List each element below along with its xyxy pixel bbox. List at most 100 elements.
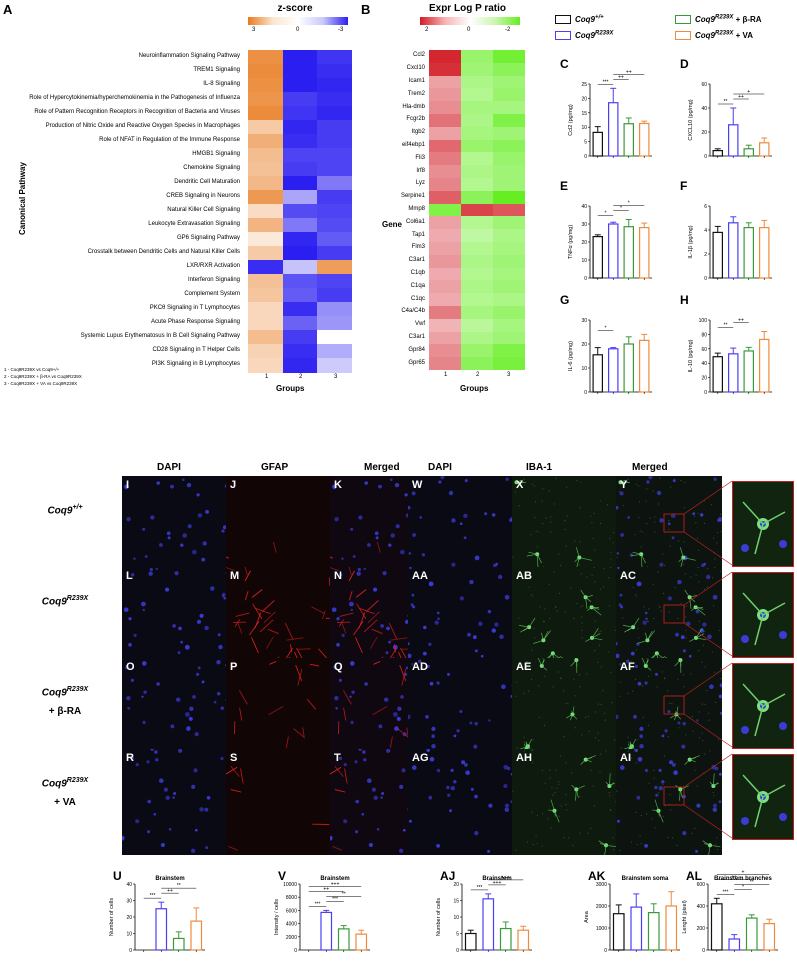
micro-dapi-image: R xyxy=(122,749,228,855)
sig-label: *** xyxy=(332,896,338,902)
bar xyxy=(712,149,724,157)
sig-label: ++ xyxy=(323,886,329,892)
bar xyxy=(592,236,603,279)
chart-title: Brainstem xyxy=(320,876,349,882)
y-tick-label: 0 xyxy=(704,276,707,282)
row-label-genotype: Coq9R239X + β-RA xyxy=(41,686,89,718)
heatmap-b-cell xyxy=(493,293,525,307)
bar xyxy=(607,223,619,279)
heatmap-b-cell xyxy=(461,101,493,115)
sig-label: * xyxy=(620,206,622,212)
y-tick-label: 0 xyxy=(456,948,459,954)
heatmap-a-cell xyxy=(282,190,318,205)
zscore-tick-pos: 3 xyxy=(252,27,256,33)
bar-chart-u: U Brainstem 0 10 20 30 40 Number of cells *** ++ *… xyxy=(109,869,205,954)
heatmap-a-cell xyxy=(282,302,318,317)
gene-label: Mmp8 xyxy=(408,206,425,212)
micro-panel-letter: L xyxy=(126,570,133,582)
heatmap-b-xlabel: Groups xyxy=(460,384,489,393)
bar xyxy=(647,911,660,951)
bar-chart-v: V Brainstem 0 2000 4000 6000 8000 10000 Intensit… xyxy=(274,869,370,954)
zoom-inset-image xyxy=(732,663,794,749)
heatmap-a-xlabel: Groups xyxy=(276,384,305,393)
heatmap-a-group-3: 3 xyxy=(334,374,338,380)
bar xyxy=(623,343,634,393)
pathway-label: Role of Hypercytokinemia/hyperchemokinem… xyxy=(29,95,240,101)
bar xyxy=(592,131,603,157)
heatmap-b-cell xyxy=(493,152,525,166)
sig-label: ** xyxy=(177,883,181,889)
heatmap-a-cell xyxy=(282,176,318,191)
y-tick-label: 2 xyxy=(704,252,707,258)
heatmap-a-cell xyxy=(282,232,318,247)
heatmap-a-cell xyxy=(248,204,283,219)
heatmap-b-cell xyxy=(493,50,525,64)
heatmap-a-group-2: 2 xyxy=(299,374,303,380)
heatmap-b-cell xyxy=(429,190,461,205)
panel-letter: H xyxy=(680,293,689,307)
heatmap-b-cell xyxy=(429,62,461,77)
bar xyxy=(712,231,724,279)
micro-panel-letter: AF xyxy=(620,661,635,673)
y-tick-label: 20 xyxy=(581,240,587,246)
micro-panel-letter: W xyxy=(412,479,423,491)
heatmap-a-cell xyxy=(248,190,283,205)
heatmap-a-cell xyxy=(282,246,318,261)
y-axis-label: Intensity / cells xyxy=(274,899,280,935)
heatmap-b-cell xyxy=(493,178,525,192)
bar xyxy=(743,350,755,393)
sig-label: *** xyxy=(723,889,729,895)
heatmap-b-cell xyxy=(493,88,525,102)
gene-label: Flm3 xyxy=(411,244,425,251)
heatmap-a-cell xyxy=(282,330,318,345)
sig-label: ** xyxy=(750,879,754,885)
pathway-label: CREB Signaling in Neurons xyxy=(166,193,240,199)
micro-gfap-image: M xyxy=(226,567,332,673)
micro-merged-image: AI xyxy=(616,749,722,855)
heatmap-a-cell xyxy=(282,260,318,275)
heatmap-b-cell xyxy=(429,178,461,192)
y-tick-label: 20 xyxy=(581,96,587,102)
pathway-label: Natural Killer Cell Signaling xyxy=(167,207,240,213)
sig-label: ++ xyxy=(167,888,173,894)
heatmap-a-cell xyxy=(317,78,352,93)
legend-swatch xyxy=(675,31,691,41)
heatmap-a-cell xyxy=(282,274,318,289)
heatmap-b-grid xyxy=(429,50,525,371)
micro-gfap-image: P xyxy=(226,658,332,764)
heatmap-a-cell xyxy=(317,344,352,359)
y-tick-label: 30 xyxy=(126,899,132,905)
heatmap-b-cell xyxy=(461,190,493,205)
heatmap-b-cell xyxy=(429,152,461,166)
heatmap-a-cell xyxy=(317,288,352,303)
micro-iba1-image: AB xyxy=(512,567,618,673)
bar xyxy=(172,937,185,951)
heatmap-a-cell xyxy=(282,50,318,65)
bar xyxy=(592,354,603,393)
micro-panel-letter: AB xyxy=(516,570,532,582)
y-tick-label: 0 xyxy=(702,948,705,954)
heatmap-b-cell xyxy=(461,280,493,294)
heatmap-b-group-3: 3 xyxy=(507,372,511,378)
y-tick-label: 0 xyxy=(294,948,297,954)
y-tick-label: 100 xyxy=(699,318,708,324)
bar xyxy=(728,353,739,393)
pathway-label-list: Neuroinflammation Signaling Pathway TREM1… xyxy=(10,50,246,372)
y-tick-label: 40 xyxy=(701,361,707,367)
pathway-label: Role of NFAT in Regulation of the Immune… xyxy=(99,137,240,143)
pathway-label: Crosstalk between Dendritic Cells and Na… xyxy=(87,249,240,255)
micro-dapi-image: L xyxy=(122,567,228,673)
micro-panel-letter: O xyxy=(126,661,135,673)
gene-label: Icam1 xyxy=(408,78,425,84)
heatmap-a-cell xyxy=(248,246,283,261)
expr-tick-neg: -2 xyxy=(505,27,511,33)
heatmap-b-cell xyxy=(461,267,493,281)
legend-item: Coq9+/+ xyxy=(555,14,604,25)
expr-tick-pos: 2 xyxy=(425,27,429,33)
micro-panel-letter: Y xyxy=(620,479,628,491)
heatmap-b-cell xyxy=(461,203,493,217)
heatmap-b-cell xyxy=(461,139,493,153)
micro-panel-letter: AE xyxy=(516,661,532,673)
bar xyxy=(337,928,350,951)
bar-chart-h: H 0 20 40 60 80 100 IL-10 (pg/mg) ** ++ xyxy=(680,293,772,396)
